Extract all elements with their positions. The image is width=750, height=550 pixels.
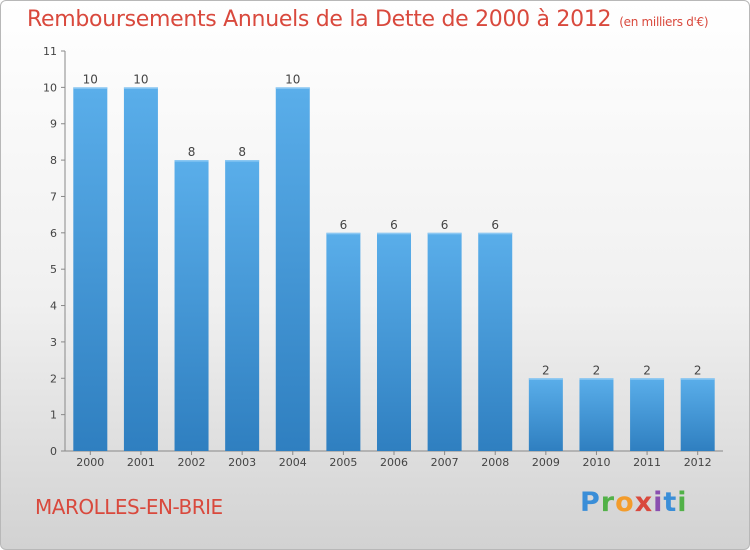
x-tick-label: 2000: [76, 456, 104, 469]
y-tick-label: 9: [50, 118, 57, 131]
bar-value-label: 6: [441, 218, 449, 232]
x-tick-label: 2010: [582, 456, 610, 469]
y-tick-label: 6: [50, 227, 57, 240]
logo-letter: t: [663, 487, 678, 518]
bar-value-label: 2: [694, 363, 702, 377]
bar-highlight: [427, 232, 462, 235]
y-tick-label: 11: [43, 45, 57, 58]
chart-subtitle: (en milliers d'€): [619, 15, 709, 29]
y-tick-label: 8: [50, 154, 57, 167]
bar-highlight: [377, 232, 411, 235]
bar-highlight: [579, 378, 614, 380]
bar-2005: [326, 232, 361, 451]
bar-2010: [579, 378, 614, 451]
bar-value-label: 6: [491, 218, 499, 232]
y-tick-label: 5: [50, 263, 57, 276]
bar-highlight: [123, 87, 158, 89]
bar-highlight: [630, 378, 665, 380]
chart-title: Remboursements Annuels de la Dette de 20…: [27, 7, 709, 32]
x-tick-label: 2001: [127, 456, 155, 469]
y-tick-label: 1: [50, 409, 57, 422]
y-tick-label: 3: [50, 336, 57, 349]
bar-highlight: [174, 160, 209, 162]
x-tick-label: 2009: [532, 456, 560, 469]
bar-value-label: 8: [188, 145, 196, 159]
bar-2002: [174, 160, 209, 451]
bar-highlight: [478, 232, 513, 235]
y-tick-label: 10: [43, 81, 57, 94]
bar-2006: [377, 232, 411, 451]
bar-2003: [225, 160, 260, 451]
bar-value-label: 2: [542, 363, 550, 377]
proxiti-logo[interactable]: Proxiti: [580, 487, 688, 518]
chart-title-text: Remboursements Annuels de la Dette de 20…: [27, 7, 612, 32]
x-tick-label: 2002: [178, 456, 206, 469]
bar-value-label: 2: [593, 363, 601, 377]
x-tick-label: 2004: [279, 456, 307, 469]
x-tick-label: 2003: [228, 456, 256, 469]
bar-value-label: 10: [83, 72, 98, 86]
x-tick-label: 2005: [329, 456, 357, 469]
bar-2008: [478, 232, 513, 451]
bar-value-label: 6: [340, 218, 348, 232]
logo-letter: r: [600, 487, 616, 518]
bar-2011: [630, 378, 665, 451]
y-tick-label: 4: [50, 300, 57, 313]
bar-value-label: 8: [238, 145, 246, 159]
logo-letter: i: [653, 487, 664, 518]
x-tick-label: 2012: [684, 456, 712, 469]
y-tick-label: 7: [50, 190, 57, 203]
bar-highlight: [225, 160, 260, 162]
x-tick-label: 2006: [380, 456, 408, 469]
logo-letter: P: [580, 487, 601, 518]
logo-letter: x: [634, 487, 654, 518]
bar-2001: [123, 87, 158, 451]
x-tick-label: 2008: [481, 456, 509, 469]
bar-highlight: [326, 232, 361, 235]
bar-2004: [275, 87, 310, 451]
x-tick-label: 2007: [431, 456, 459, 469]
commune-name: MAROLLES-EN-BRIE: [35, 495, 223, 519]
bar-value-label: 6: [390, 218, 398, 232]
bar-highlight: [680, 378, 715, 380]
y-tick-label: 0: [50, 445, 57, 458]
bar-value-label: 10: [285, 72, 300, 86]
bar-2000: [73, 87, 108, 451]
bar-2007: [427, 232, 462, 451]
bar-highlight: [275, 87, 310, 89]
bar-highlight: [73, 87, 108, 89]
y-tick-label: 2: [50, 372, 57, 385]
logo-letter: o: [615, 487, 635, 518]
bar-value-label: 2: [643, 363, 651, 377]
bar-highlight: [528, 378, 563, 380]
logo-letter: i: [677, 487, 688, 518]
x-tick-label: 2011: [633, 456, 661, 469]
bar-2009: [528, 378, 563, 451]
bar-value-label: 10: [133, 72, 148, 86]
bar-2012: [680, 378, 715, 451]
